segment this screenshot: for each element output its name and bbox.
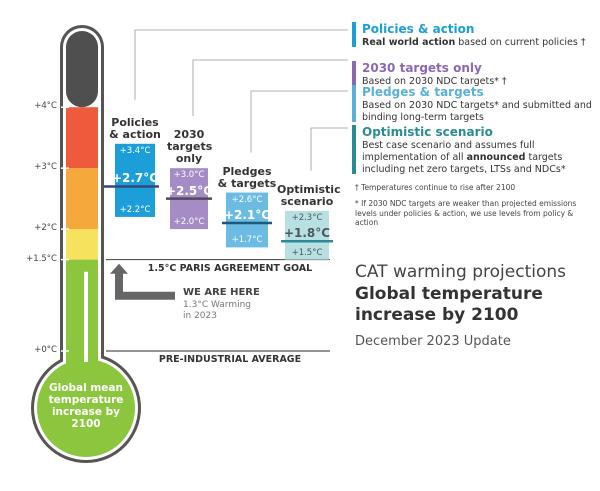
thermometer-band [66,107,98,169]
value-label: +3.4°C [119,145,151,156]
title: CAT warming projections [355,262,566,282]
bulb-label: Global mean temperature increase by 2100 [48,382,124,430]
legend-swatch [352,85,356,122]
leader-line [134,29,348,100]
value-label: +2.5°C [165,183,213,198]
legend-description: Real world action based on current polic… [362,37,594,49]
description-part: targets including net zero targets, LTSs… [362,152,566,175]
legend-description: Based on 2030 NDC targets* † [362,76,594,88]
description-part: Based on 2030 NDC targets* and submitted… [362,100,592,123]
description-part: based on current policies † [455,37,586,48]
y-tick-label: +1.5°C [26,253,57,264]
column-title: Optimistic scenario [277,182,341,208]
reference-label: PRE-INDUSTRIAL AVERAGE [158,354,302,365]
leader-line [310,127,348,171]
reference-label: 1.5°C PARIS AGREEMENT GOAL [147,262,313,274]
leader-line [250,90,348,153]
y-tick-label: +2°C [34,223,57,234]
legend-heading: Optimistic scenario [362,125,493,139]
description-part: Best case scenario and assumes full impl… [362,140,535,163]
footnote: † Temperatures continue to rise after 21… [355,183,516,192]
description-part: announced [466,152,526,163]
description-part: Based on 2030 NDC targets* † [362,76,507,87]
range-box [285,210,329,260]
thermometer-band [66,168,98,230]
leader-line [192,59,348,117]
current-label: WE ARE HERE [183,286,260,298]
description-part: Real world action [362,37,456,48]
current-note: 1.3°C Warming in 2023 [183,299,252,321]
value-label: +2.0°C [173,217,205,228]
value-label: +2.6°C [231,194,263,205]
thermometer-band [66,31,98,108]
legend-heading: Policies & action [362,22,475,36]
value-label: +2.3°C [291,212,323,223]
column-title: Pledges & targets [217,164,277,190]
y-tick-label: +4°C [34,101,57,112]
date: December 2023 Update [355,334,511,349]
y-tick-label: +0°C [34,345,57,355]
column-title: 2030 targets only [167,128,213,166]
value-label: +2.7°C [111,171,159,186]
subtitle: Global temperature increase by 2100 [355,284,543,325]
footnote: * If 2030 NDC targets are weaker than pr… [355,199,577,227]
legend-swatch [352,22,356,47]
y-tick-label: +3°C [34,162,57,173]
arrow [110,263,175,300]
value-label: +1.5°C [291,247,323,258]
range-box [226,192,268,248]
value-label: +2.1°C [223,208,271,223]
value-label: +3.0°C [173,170,205,181]
thermometer-band [66,229,98,260]
thermometer-bulb [37,359,135,457]
legend-heading: Pledges & targets [362,85,484,99]
legend-swatch [352,61,356,86]
column-title: Policies & action [109,115,161,141]
range-box [115,143,155,217]
value-label: +1.8°C [283,226,331,241]
legend-swatch [352,125,356,174]
legend-description: Based on 2030 NDC targets* and submitted… [362,100,594,124]
legend-heading: 2030 targets only [362,61,482,75]
legend-description: Best case scenario and assumes full impl… [362,140,594,176]
value-label: +2.2°C [119,204,151,215]
value-label: +1.7°C [231,235,263,246]
